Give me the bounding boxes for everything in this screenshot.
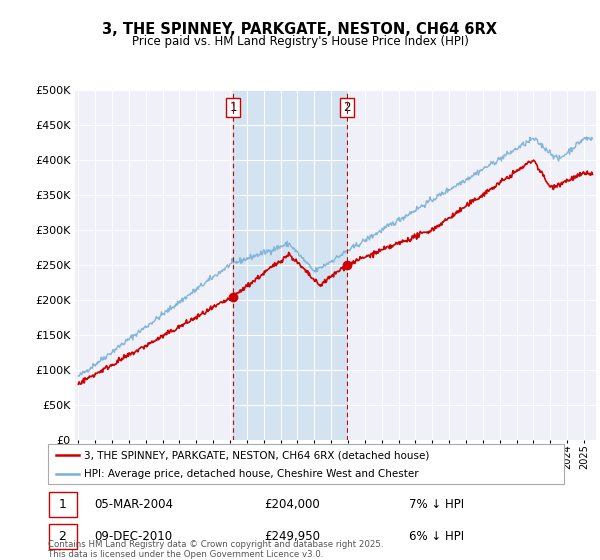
Text: Contains HM Land Registry data © Crown copyright and database right 2025.
This d: Contains HM Land Registry data © Crown c…	[48, 540, 383, 559]
Text: HPI: Average price, detached house, Cheshire West and Chester: HPI: Average price, detached house, Ches…	[84, 469, 419, 479]
FancyBboxPatch shape	[49, 492, 77, 517]
Text: 7% ↓ HPI: 7% ↓ HPI	[409, 498, 464, 511]
Text: 3, THE SPINNEY, PARKGATE, NESTON, CH64 6RX (detached house): 3, THE SPINNEY, PARKGATE, NESTON, CH64 6…	[84, 450, 430, 460]
Text: 1: 1	[59, 498, 67, 511]
Text: Price paid vs. HM Land Registry's House Price Index (HPI): Price paid vs. HM Land Registry's House …	[131, 35, 469, 48]
Text: 2: 2	[343, 101, 351, 114]
Text: 6% ↓ HPI: 6% ↓ HPI	[409, 530, 464, 543]
Text: £249,950: £249,950	[265, 530, 321, 543]
Text: 05-MAR-2004: 05-MAR-2004	[94, 498, 173, 511]
FancyBboxPatch shape	[49, 524, 77, 549]
Text: 3, THE SPINNEY, PARKGATE, NESTON, CH64 6RX: 3, THE SPINNEY, PARKGATE, NESTON, CH64 6…	[103, 22, 497, 38]
Text: 1: 1	[229, 101, 236, 114]
Bar	[233, 90, 347, 440]
FancyBboxPatch shape	[48, 444, 564, 484]
Text: £204,000: £204,000	[265, 498, 320, 511]
Text: 09-DEC-2010: 09-DEC-2010	[94, 530, 173, 543]
Text: 2: 2	[59, 530, 67, 543]
